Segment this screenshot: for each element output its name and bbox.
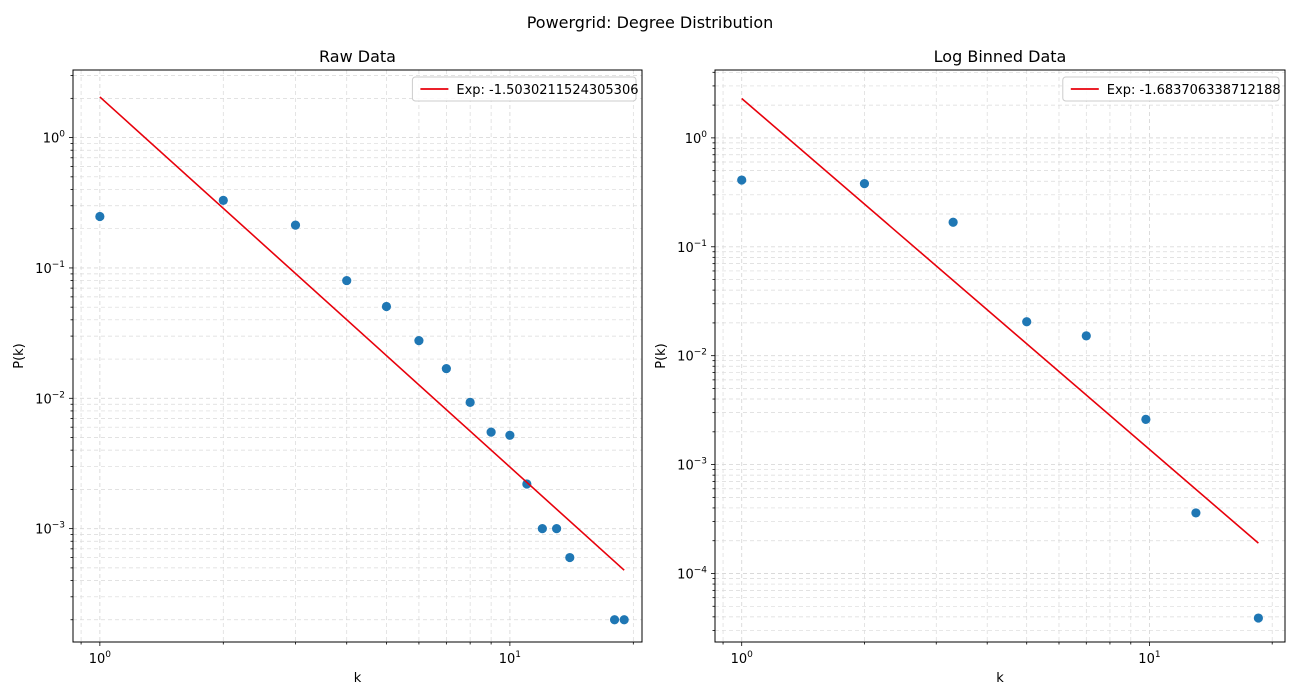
y-tick-label-base: 10 (677, 241, 694, 256)
x-tick-label: 100 (731, 650, 754, 667)
plot-title: Log Binned Data (934, 47, 1067, 66)
grid-lines (73, 70, 642, 642)
y-tick-label: 100 (43, 130, 66, 147)
x-tick-label-base: 10 (499, 652, 516, 667)
x-tick-label-base: 10 (89, 652, 106, 667)
legend-label: Exp: -1.683706338712188 (1107, 83, 1281, 98)
y-tick-label: 10−3 (677, 457, 707, 474)
data-point (552, 524, 562, 534)
data-point (465, 397, 475, 407)
fit-line (99, 96, 625, 571)
y-tick-label-exponent: −3 (52, 521, 65, 531)
x-tick-label: 101 (499, 650, 521, 667)
x-tick-label-exponent: 1 (515, 650, 521, 660)
y-tick-label-base: 10 (43, 132, 60, 147)
data-point (486, 427, 496, 437)
y-tick-label-exponent: −2 (694, 348, 707, 358)
y-tick-label: 100 (685, 130, 708, 147)
plot-title: Raw Data (319, 47, 396, 66)
x-tick-label-base: 10 (731, 652, 748, 667)
x-tick-label-base: 10 (1138, 652, 1155, 667)
x-tick-label-exponent: 0 (105, 650, 111, 660)
fit-line (741, 97, 1259, 544)
y-tick-label-base: 10 (35, 523, 52, 538)
y-tick-label-exponent: −4 (694, 566, 708, 576)
legend-box (411, 76, 637, 102)
x-tick-label: 100 (89, 650, 112, 667)
data-point (859, 179, 870, 189)
x-tick-label-exponent: 0 (747, 650, 753, 660)
y-tick-label-exponent: −2 (52, 390, 65, 400)
y-tick-label: 10−1 (35, 260, 65, 277)
y-tick-label: 10−4 (677, 566, 707, 583)
data-point (737, 175, 747, 185)
y-tick-label-exponent: −1 (52, 260, 65, 270)
data-point (619, 615, 629, 625)
data-point (414, 336, 424, 346)
grid-lines (715, 70, 1285, 642)
x-axis-label: k (354, 671, 362, 686)
y-tick-label-exponent: −1 (694, 239, 707, 249)
y-tick-label: 10−2 (35, 390, 65, 407)
y-tick-label: 10−3 (35, 521, 65, 538)
legend-label: Exp: -1.5030211524305306 (456, 83, 638, 98)
y-tick-label-base: 10 (35, 262, 52, 277)
legend: Exp: -1.683706338712188 (1062, 76, 1281, 102)
figure-suptitle: Powergrid: Degree Distribution (527, 13, 774, 32)
y-tick-label-base: 10 (677, 568, 694, 583)
y-tick-label-exponent: 0 (59, 130, 65, 140)
data-point (1022, 317, 1032, 327)
y-tick-label-base: 10 (677, 459, 694, 474)
data-point (565, 552, 575, 563)
axes-frame (714, 69, 1286, 643)
data-point (290, 220, 301, 230)
data-point (441, 363, 451, 374)
data-point (948, 217, 958, 227)
legend-box (1062, 76, 1280, 102)
y-tick-label-base: 10 (35, 392, 52, 407)
y-tick-label-base: 10 (677, 350, 694, 365)
y-tick-label-base: 10 (685, 132, 702, 147)
data-point (218, 195, 228, 205)
data-point (1191, 508, 1201, 518)
y-tick-label-exponent: 0 (701, 130, 707, 140)
y-tick-label: 10−1 (677, 239, 707, 256)
data-point (609, 615, 620, 625)
x-tick-label-exponent: 1 (1155, 650, 1161, 660)
axes-frame (72, 69, 643, 643)
data-point (342, 275, 352, 286)
data-point (1253, 613, 1263, 623)
y-axis-label: P(k) (12, 343, 27, 369)
data-point (537, 524, 547, 534)
x-tick-label: 101 (1138, 650, 1160, 667)
data-point (522, 479, 532, 489)
y-tick-label: 10−2 (677, 348, 707, 365)
data-point (95, 211, 105, 222)
data-point (1141, 414, 1151, 425)
data-point (505, 430, 515, 440)
legend: Exp: -1.5030211524305306 (411, 76, 639, 102)
x-axis-label: k (996, 671, 1004, 686)
y-axis-label: P(k) (654, 343, 669, 369)
data-point (381, 301, 392, 312)
y-tick-label-exponent: −3 (694, 457, 707, 467)
data-point (1081, 331, 1091, 341)
